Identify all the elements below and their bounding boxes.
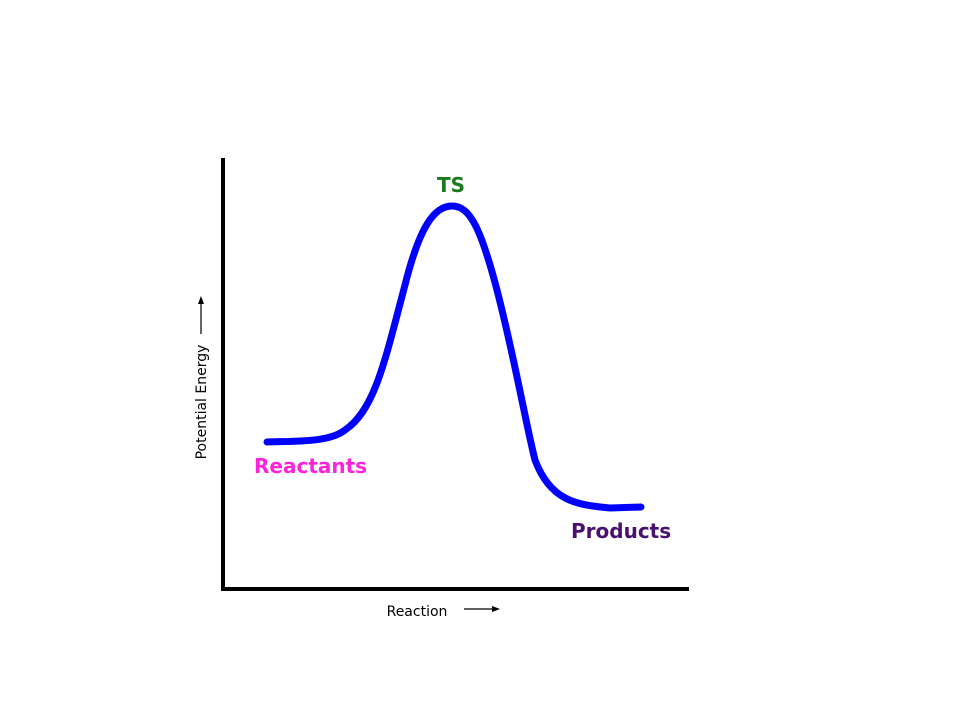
y-axis-arrow-icon <box>198 296 204 304</box>
energy-curve <box>263 202 645 512</box>
products-label: Products <box>571 519 671 543</box>
x-axis-arrow-icon <box>492 606 500 612</box>
y-axis-label: Potential Energy <box>194 345 210 460</box>
reactants-label: Reactants <box>254 454 367 478</box>
x-axis-label: Reaction <box>387 604 448 620</box>
transition-state-label: TS <box>437 173 465 197</box>
